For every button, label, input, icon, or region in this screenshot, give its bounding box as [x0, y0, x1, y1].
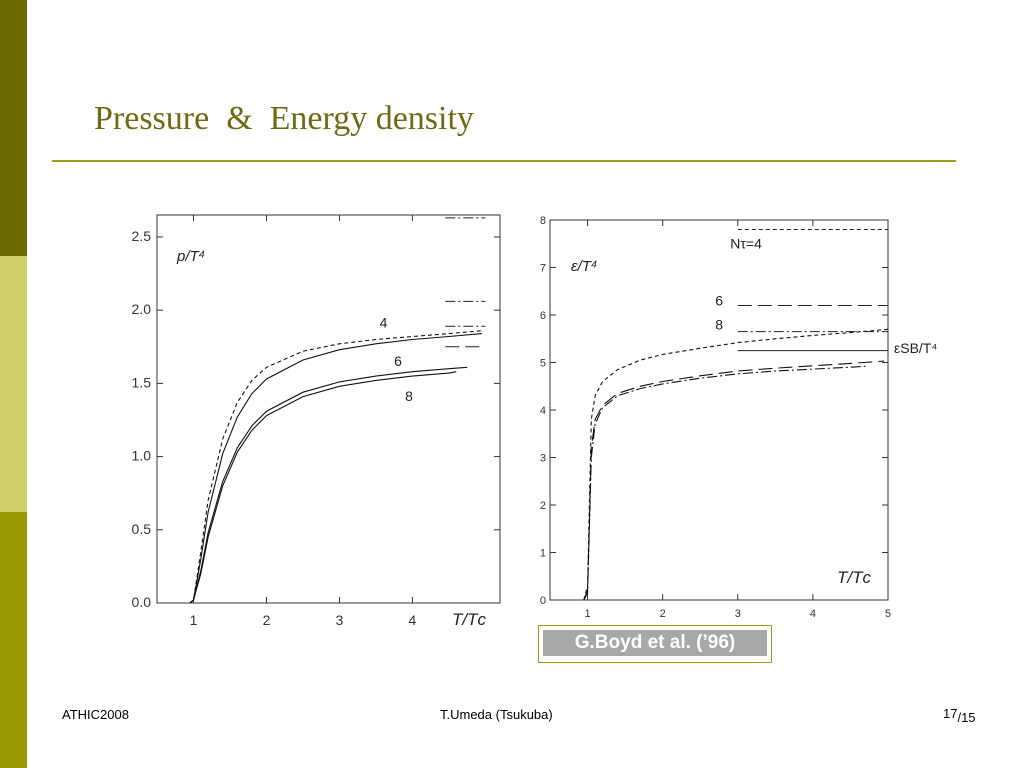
chart0-series-line-3 [189, 371, 457, 604]
chart0-ytick-label-0: 0.0 [132, 594, 152, 610]
chart1-annotation-0: Nτ=4 [730, 236, 762, 252]
accent-bar-middle [0, 256, 27, 512]
chart1-xtick-label-2: 3 [735, 608, 741, 620]
footer-event: ATHIC2008 [62, 707, 129, 722]
title-underline [52, 160, 956, 162]
citation-label: G.Boyd et al. (’96) [543, 630, 767, 656]
page-number: 17/15 [943, 706, 976, 725]
chart0-ytick-label-2: 1.0 [132, 448, 152, 464]
chart1-ytick-label-1: 1 [540, 548, 546, 560]
chart0-ytick-label-4: 2.0 [132, 301, 152, 317]
chart0-annotation-2: 8 [405, 388, 413, 404]
chart1-ytick-label-5: 5 [540, 358, 546, 370]
chart0-ytick-label-3: 1.5 [132, 374, 152, 390]
chart1-series-line-1 [583, 360, 885, 601]
chart1-ytick-label-0: 0 [540, 595, 546, 607]
chart0-frame [156, 214, 501, 604]
accent-bar-top [0, 0, 27, 256]
chart1-xtick-label-3: 4 [810, 608, 816, 620]
pressure-chart: 1 2 3 4 0.0 0.5 1.0 1.5 2.0 2.5 4 6 8 p/T⁴ T/Tᴄ [132, 214, 501, 629]
chart0-xtick-label-2: 3 [336, 612, 344, 628]
chart0-series-line-1 [189, 333, 482, 604]
chart1-annotation-3: εSB/T⁴ [894, 340, 937, 356]
chart1-xtick-label-0: 1 [584, 608, 590, 620]
chart1-ytick-label-7: 7 [540, 263, 546, 275]
chart0-annotation-0: 4 [380, 315, 388, 331]
slide-title: Pressure & Energy density [94, 100, 474, 137]
chart1-ylabel: ε/T⁴ [571, 258, 597, 275]
chart1-annotation-1: 6 [715, 293, 723, 309]
chart1-series-line-0 [583, 328, 889, 601]
energy-density-chart: 1 2 3 4 5 0 1 2 3 4 5 6 7 8 Nτ=4 6 8 εSB/T⁴ ε/T⁴ T/Tᴄ [540, 215, 938, 620]
page-total: /15 [957, 710, 976, 725]
chart1-ytick-label-2: 2 [540, 500, 546, 512]
chart0-series-line-2 [189, 366, 468, 604]
chart0-series-line-0 [189, 330, 482, 604]
chart1-annotation-2: 8 [715, 316, 723, 332]
chart1-xlabel: T/Tᴄ [837, 568, 871, 587]
accent-bar-bottom [0, 512, 27, 768]
chart0-xlabel: T/Tᴄ [452, 610, 486, 629]
chart0-xtick-label-3: 4 [409, 612, 417, 628]
citation-box: G.Boyd et al. (’96) [538, 625, 772, 663]
chart1-ytick-label-3: 3 [540, 453, 546, 465]
chart1-ytick-label-4: 4 [540, 405, 546, 417]
chart0-xtick-label-0: 1 [190, 612, 198, 628]
chart0-xtick-label-1: 2 [263, 612, 271, 628]
chart0-ytick-label-1: 0.5 [132, 521, 152, 537]
page-current: 17 [943, 706, 958, 721]
chart1-xtick-label-4: 5 [885, 608, 891, 620]
chart0-ytick-label-5: 2.5 [132, 228, 152, 244]
footer-author: T.Umeda (Tsukuba) [440, 707, 553, 722]
chart1-ytick-label-8: 8 [540, 215, 546, 227]
chart0-annotation-1: 6 [394, 353, 402, 369]
chart1-series-line-2 [583, 365, 866, 601]
chart1-ytick-label-6: 6 [540, 310, 546, 322]
chart1-xtick-label-1: 2 [660, 608, 666, 620]
chart0-ylabel: p/T⁴ [176, 248, 205, 265]
